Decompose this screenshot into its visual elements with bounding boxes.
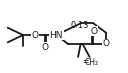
Text: O: O: [91, 27, 98, 36]
Text: O: O: [41, 43, 48, 52]
Text: 0.13: 0.13: [70, 21, 89, 30]
Text: CH₂: CH₂: [85, 58, 99, 67]
Text: O: O: [31, 31, 38, 40]
Text: =: =: [82, 58, 88, 67]
Text: O: O: [103, 39, 110, 48]
Text: HN: HN: [50, 31, 63, 40]
